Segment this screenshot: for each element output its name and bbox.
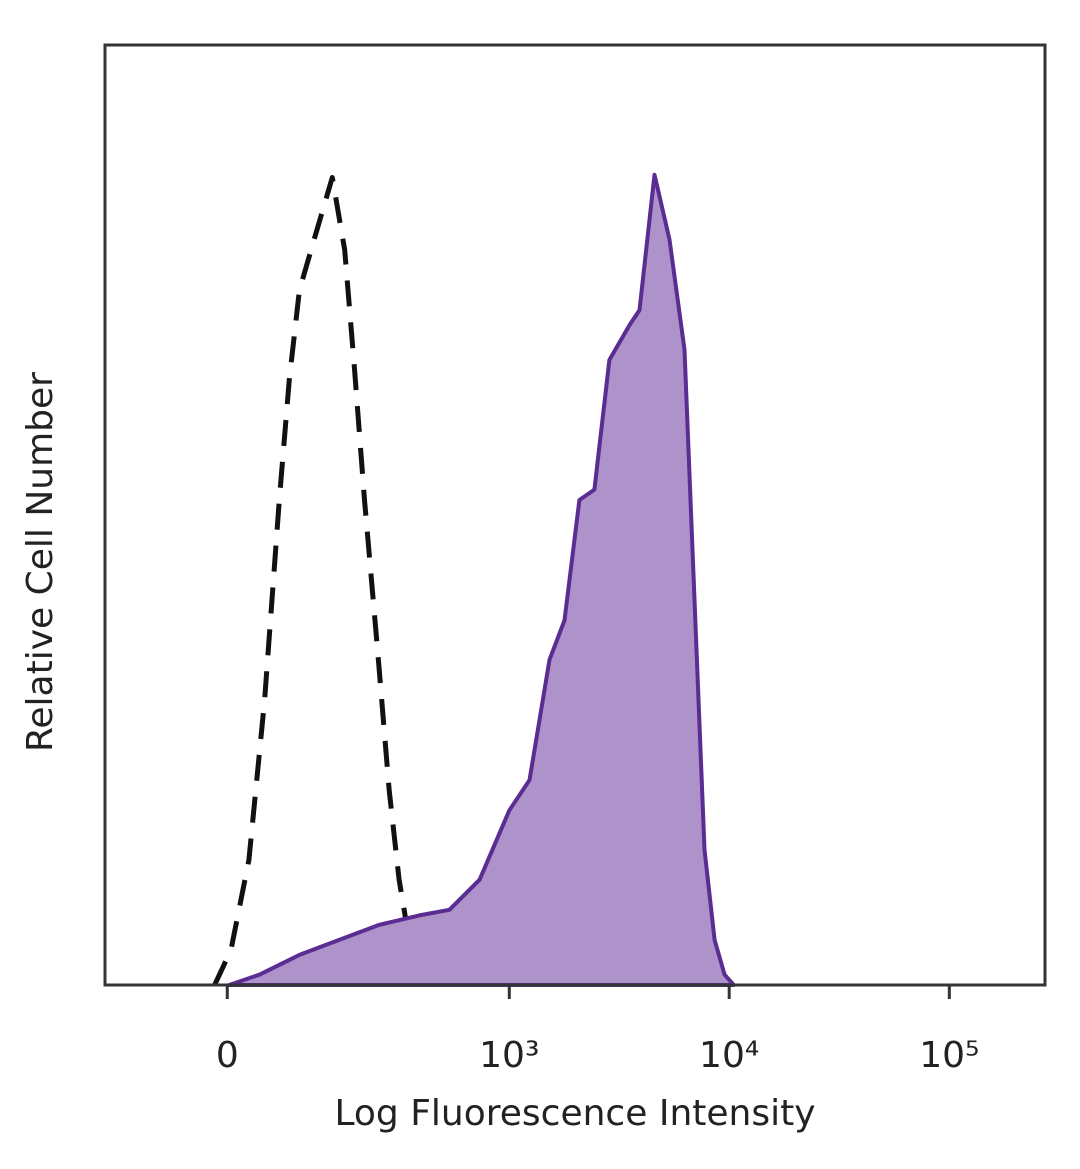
histogram-line	[212, 175, 422, 987]
x-tick-label: 10⁵	[919, 1035, 979, 1076]
x-tick-label: 10⁴	[699, 1035, 759, 1076]
x-axis-label: Log Fluorescence Intensity	[334, 1093, 815, 1134]
x-tick-label: 10³	[479, 1035, 539, 1076]
filled-histogram	[227, 172, 736, 987]
y-axis-label: Relative Cell Number	[20, 372, 61, 752]
plot-frame	[103, 43, 1047, 987]
x-tick-label: 0	[216, 1035, 239, 1076]
